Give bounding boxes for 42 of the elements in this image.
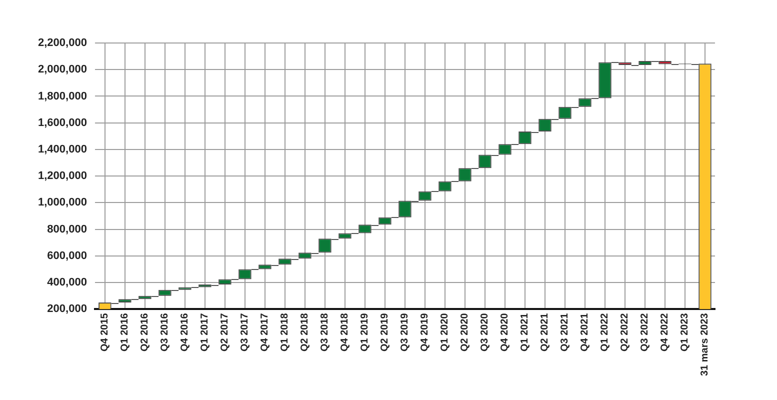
- x-tick-label: Q4 2019: [420, 312, 431, 352]
- x-tick-label: Q1 2017: [200, 312, 211, 352]
- x-tick-label: Q4 2022: [660, 312, 671, 352]
- x-tick-label: Q2 2016: [140, 312, 151, 352]
- y-tick-label: 1,200,000: [38, 170, 87, 182]
- y-tick-label: 600,000: [47, 250, 87, 262]
- x-tick-label: Q3 2016: [160, 312, 171, 352]
- x-tick-label: Q2 2022: [620, 312, 631, 352]
- x-tick-label: Q3 2020: [480, 312, 491, 352]
- y-tick-label: 400,000: [47, 276, 87, 289]
- x-tick-label: Q3 2022: [640, 312, 651, 352]
- x-tick-label: Q2 2021: [540, 312, 551, 352]
- x-tick-label: Q1 2019: [360, 312, 371, 352]
- y-tick-label: 2,200,000: [38, 37, 87, 50]
- x-tick-label: Q2 2020: [460, 312, 471, 352]
- x-tick-label: Q3 2019: [400, 312, 411, 352]
- x-tick-label: Q2 2017: [220, 312, 231, 352]
- y-tick-label: 1,400,000: [38, 144, 87, 156]
- x-tick-label: Q3 2017: [240, 312, 251, 352]
- y-tick-label: 1,800,000: [38, 90, 87, 102]
- y-tick-label: 200,000: [47, 303, 87, 316]
- y-tick-label: 1,600,000: [38, 116, 87, 129]
- x-tick-label: Q1 2016: [120, 312, 131, 352]
- x-tick-label: Q2 2018: [300, 312, 311, 352]
- x-tick-label: Q3 2021: [560, 312, 571, 352]
- x-tick-label: Q4 2018: [340, 312, 351, 352]
- x-tick-label: Q1 2021: [520, 312, 531, 352]
- x-tick-label: Q1 2018: [280, 312, 291, 352]
- x-tick-label: Q1 2020: [440, 312, 451, 352]
- x-tick-label: Q1 2023: [680, 312, 691, 352]
- x-tick-label: Q4 2016: [180, 312, 191, 352]
- x-tick-label: Q4 2021: [580, 312, 591, 352]
- x-tick-label: Q1 2022: [600, 312, 611, 352]
- x-tick-label: Q4 2015: [100, 312, 111, 352]
- y-tick-label: 800,000: [47, 223, 87, 236]
- y-tick-label: 1,000,000: [38, 196, 87, 209]
- x-tick-label: Q4 2020: [500, 312, 511, 352]
- y-tick-label: 2,000,000: [38, 64, 87, 76]
- x-tick-label: Q4 2017: [260, 312, 271, 352]
- x-tick-label: Q3 2018: [320, 312, 331, 352]
- x-tick-label: Q2 2019: [380, 312, 391, 352]
- x-tick-label: 31 mars 2023: [700, 312, 711, 376]
